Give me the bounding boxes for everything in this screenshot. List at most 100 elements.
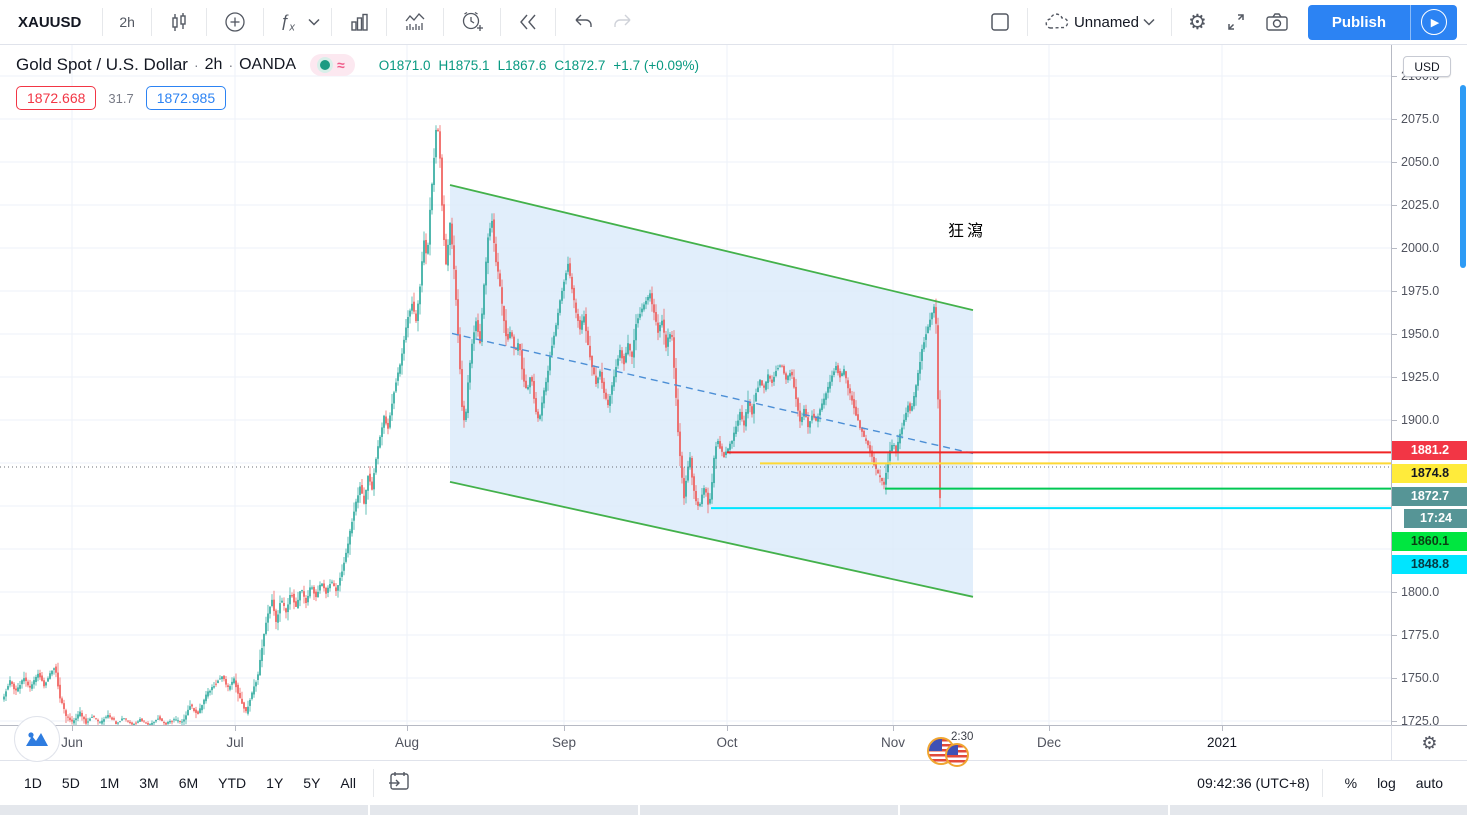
range-button-5y[interactable]: 5Y — [303, 775, 321, 791]
range-button-3m[interactable]: 3M — [139, 775, 159, 791]
redo-button[interactable] — [603, 4, 643, 40]
chart-annotation-text[interactable]: 狂瀉 — [948, 223, 987, 240]
price-axis[interactable]: USD 2100.02075.02050.02025.02000.01975.0… — [1391, 45, 1467, 728]
range-button-all[interactable]: All — [340, 775, 356, 791]
fullscreen-button[interactable] — [1216, 4, 1256, 40]
publish-idea-play-button[interactable]: ▶ — [1411, 5, 1457, 40]
publish-button[interactable]: Publish — [1331, 13, 1386, 31]
divider — [499, 8, 501, 36]
bid-ask-row: 1872.668 31.7 1872.985 — [16, 86, 227, 110]
divider — [262, 8, 264, 36]
divider — [150, 8, 152, 36]
symbol-legend: Gold Spot / U.S. Dollar · 2h · OANDA ≈ O… — [16, 54, 699, 76]
price-line-badge: 1874.8 — [1392, 463, 1467, 483]
event-time-label: 2:30 — [951, 731, 974, 743]
time-axis[interactable]: Jun Jul Aug Sep Oct Nov Dec 2021 — [0, 725, 1391, 760]
divider — [330, 8, 332, 36]
chart-style-button[interactable] — [159, 4, 199, 40]
economic-event-marker[interactable]: 2:30 — [925, 731, 995, 767]
price-tick-label: 1975.0 — [1392, 283, 1467, 299]
range-button-6m[interactable]: 6M — [178, 775, 199, 791]
snapshot-button[interactable] — [1256, 4, 1298, 40]
time-tick — [727, 726, 728, 731]
time-tick — [235, 726, 236, 731]
divider — [1171, 8, 1172, 36]
legend-exchange[interactable]: OANDA — [239, 56, 297, 73]
price-tick-label: 2000.0 — [1392, 240, 1467, 256]
divider — [1321, 769, 1323, 797]
spread-value: 31.7 — [108, 90, 134, 106]
tradingview-cloud-icon — [26, 732, 48, 746]
bar-countdown-badge: 17:24 — [1404, 508, 1467, 528]
time-axis-label: Jun — [61, 735, 83, 750]
range-button-ytd[interactable]: YTD — [218, 775, 247, 791]
low-value: 1867.6 — [505, 57, 547, 73]
alarm-clock-plus-icon — [460, 10, 484, 34]
scrollbar-segment — [0, 805, 368, 815]
price-tick-label: 2050.0 — [1392, 154, 1467, 170]
indicators-button[interactable]: ƒx — [271, 4, 304, 40]
time-axis-label: Dec — [1036, 735, 1062, 750]
layout-square-icon — [989, 11, 1011, 33]
interval-button[interactable]: 2h — [119, 14, 135, 30]
time-axis-label: 2021 — [1206, 735, 1238, 750]
log-scale-button[interactable]: log — [1377, 775, 1396, 791]
select-layout-button[interactable] — [980, 4, 1020, 40]
compare-button[interactable] — [214, 4, 256, 40]
undo-arrow-icon — [572, 13, 594, 31]
range-button-1m[interactable]: 1M — [99, 775, 120, 791]
go-to-date-button[interactable] — [387, 770, 411, 797]
tradingview-logo[interactable] — [14, 716, 60, 762]
alert-button[interactable] — [451, 4, 493, 40]
chevron-down-icon — [308, 18, 320, 26]
bar-chart-icon — [348, 11, 370, 33]
divider — [205, 8, 207, 36]
save-layout-button[interactable]: Unnamed — [1035, 4, 1164, 40]
symbol-button[interactable]: XAUUSD — [18, 13, 82, 31]
separator-dot: · — [193, 57, 199, 73]
buy-price-button[interactable]: 1872.985 — [145, 86, 227, 110]
chart-properties-button[interactable]: ⚙ — [1179, 4, 1216, 40]
symbol-title[interactable]: Gold Spot / U.S. Dollar — [16, 55, 188, 74]
scroll-indicator-bar[interactable] — [1460, 85, 1466, 268]
rewind-icon — [517, 12, 539, 32]
price-tick-label: 1750.0 — [1392, 670, 1467, 686]
range-button-1y[interactable]: 1Y — [266, 775, 284, 791]
price-chart[interactable] — [0, 45, 1391, 725]
fundamentals-button[interactable] — [339, 4, 379, 40]
calendar-arrow-icon — [387, 770, 411, 797]
divider — [1410, 4, 1411, 40]
indicator-templates-button[interactable] — [394, 4, 436, 40]
layout-name-label: Unnamed — [1073, 13, 1139, 31]
market-open-dot-icon — [320, 60, 331, 70]
session-clock[interactable]: 09:42:36 (UTC+8) — [1197, 775, 1310, 791]
bottom-toolbar: 1D 5D 1M 3M 6M YTD 1Y 5Y All 09:42:36 (U… — [0, 760, 1467, 805]
percent-scale-button[interactable]: % — [1344, 775, 1358, 791]
auto-scale-button[interactable]: auto — [1415, 775, 1443, 791]
sell-price-button[interactable]: 1872.668 — [16, 86, 97, 110]
plus-circle-icon — [223, 10, 247, 34]
top-toolbar: XAUUSD 2h ƒx — [0, 0, 1467, 45]
bar-replay-button[interactable] — [508, 4, 548, 40]
horizontal-scrollbar[interactable] — [0, 805, 1467, 815]
time-tick — [407, 726, 408, 731]
gear-icon[interactable]: ⚙ — [1421, 733, 1438, 753]
publish-group: Publish ▶ — [1307, 4, 1457, 40]
separator-dot: · — [228, 57, 234, 73]
range-button-5d[interactable]: 5D — [61, 775, 80, 791]
ohlc-values: O1871.0 H1875.1 L1867.6 C1872.7 +1.7 (+0… — [378, 57, 699, 73]
divider — [385, 8, 387, 36]
change-value: +1.7 (+0.09%) — [613, 57, 699, 73]
range-button-1d[interactable]: 1D — [24, 775, 42, 791]
price-tick-label: 2025.0 — [1392, 197, 1467, 213]
chart-canvas[interactable]: 狂瀉 2:30 — [0, 45, 1391, 767]
market-status-pill[interactable]: ≈ — [310, 54, 355, 76]
us-flag-icon — [945, 743, 969, 767]
legend-interval[interactable]: 2h — [204, 56, 223, 73]
indicators-dropdown-button[interactable] — [304, 4, 324, 40]
last-price-badge: 1872.7 — [1392, 486, 1467, 506]
undo-button[interactable] — [563, 4, 603, 40]
time-tick — [564, 726, 565, 731]
currency-toggle-button[interactable]: USD — [1403, 56, 1451, 77]
